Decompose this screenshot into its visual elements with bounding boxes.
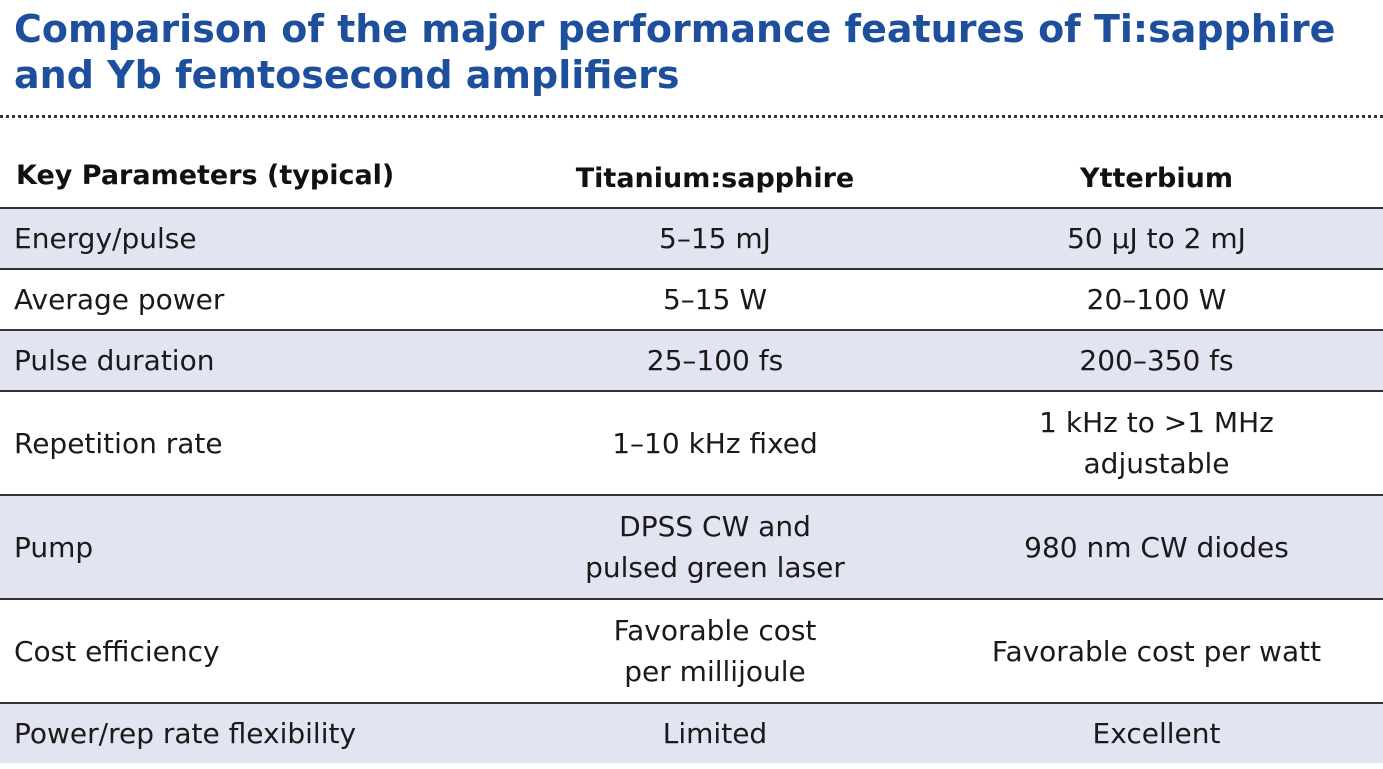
header-titanium-sapphire: Titanium:sapphire [500,143,930,209]
tisapphire-value: 5–15 W [500,269,930,331]
value-line: 200–350 fs [1079,344,1234,377]
row-parameter: Average power [0,269,500,331]
row-parameter: Pulse duration [0,330,500,392]
row-parameter: Repetition rate [0,391,500,496]
value-line: Favorable cost [613,614,817,647]
table-row-average-power: Average power 5–15 W 20–100 W [0,269,1383,331]
row-parameter: Energy/pulse [0,208,500,270]
value-line: Favorable cost per watt [991,634,1322,668]
value-line: 980 nm CW diodes [1024,530,1289,564]
value-line: 50 µJ to 2 mJ [1067,222,1246,255]
ytterbium-value: 980 nm CW diodes [930,495,1383,600]
ytterbium-value: 200–350 fs [930,330,1383,392]
value-line: 20–100 W [1086,283,1227,316]
table-row-pump: Pump DPSS CW and pulsed green laser 980 … [0,495,1383,600]
value-line: 5–15 W [662,283,768,316]
row-parameter: Pump [0,495,500,600]
header-key-parameters: Key Parameters (typical) [0,143,500,209]
tisapphire-value: 5–15 mJ [500,208,930,270]
title-line-1: Comparison of the major performance feat… [14,7,1336,51]
value-line: per millijoule [624,655,806,688]
tisapphire-value: Limited [500,703,930,763]
header-row: Key Parameters (typical) Titanium:sapphi… [0,143,1383,209]
value-line: Limited [662,717,768,750]
ytterbium-value: 50 µJ to 2 mJ [930,208,1383,270]
table-row-repetition-rate: Repetition rate 1–10 kHz fixed 1 kHz to … [0,391,1383,496]
row-parameter: Cost efficiency [0,599,500,704]
tisapphire-value: 25–100 fs [500,330,930,392]
ytterbium-value: Favorable cost per watt [930,599,1383,704]
table-row-cost-efficiency: Cost efficiency Favorable cost per milli… [0,599,1383,704]
header-ytterbium: Ytterbium [930,143,1383,209]
table-row-energy-pulse: Energy/pulse 5–15 mJ 50 µJ to 2 mJ [0,208,1383,270]
table-row-flexibility: Power/rep rate flexibility Limited Excel… [0,703,1383,763]
ytterbium-value: Excellent [930,703,1383,763]
value-line: 5–15 mJ [659,222,771,255]
dotted-divider [0,115,1383,118]
tisapphire-value: Favorable cost per millijoule [500,599,930,704]
tisapphire-value: DPSS CW and pulsed green laser [500,495,930,600]
value-line: 1–10 kHz fixed [612,426,818,460]
value-line: 1 kHz to >1 MHz [1039,406,1274,439]
page-title: Comparison of the major performance feat… [14,6,1374,98]
ytterbium-value: 20–100 W [930,269,1383,331]
row-parameter: Power/rep rate flexibility [0,703,500,763]
value-line: adjustable [1083,447,1230,480]
table-row-pulse-duration: Pulse duration 25–100 fs 200–350 fs [0,330,1383,392]
title-line-2: and Yb femtosecond amplifiers [14,53,680,97]
value-line: pulsed green laser [585,551,845,584]
value-line: 25–100 fs [646,344,784,377]
value-line: Excellent [1092,717,1221,750]
value-line: DPSS CW and [619,510,811,543]
tisapphire-value: 1–10 kHz fixed [500,391,930,496]
comparison-table: Key Parameters (typical) Titanium:sapphi… [0,143,1383,763]
ytterbium-value: 1 kHz to >1 MHz adjustable [930,391,1383,496]
